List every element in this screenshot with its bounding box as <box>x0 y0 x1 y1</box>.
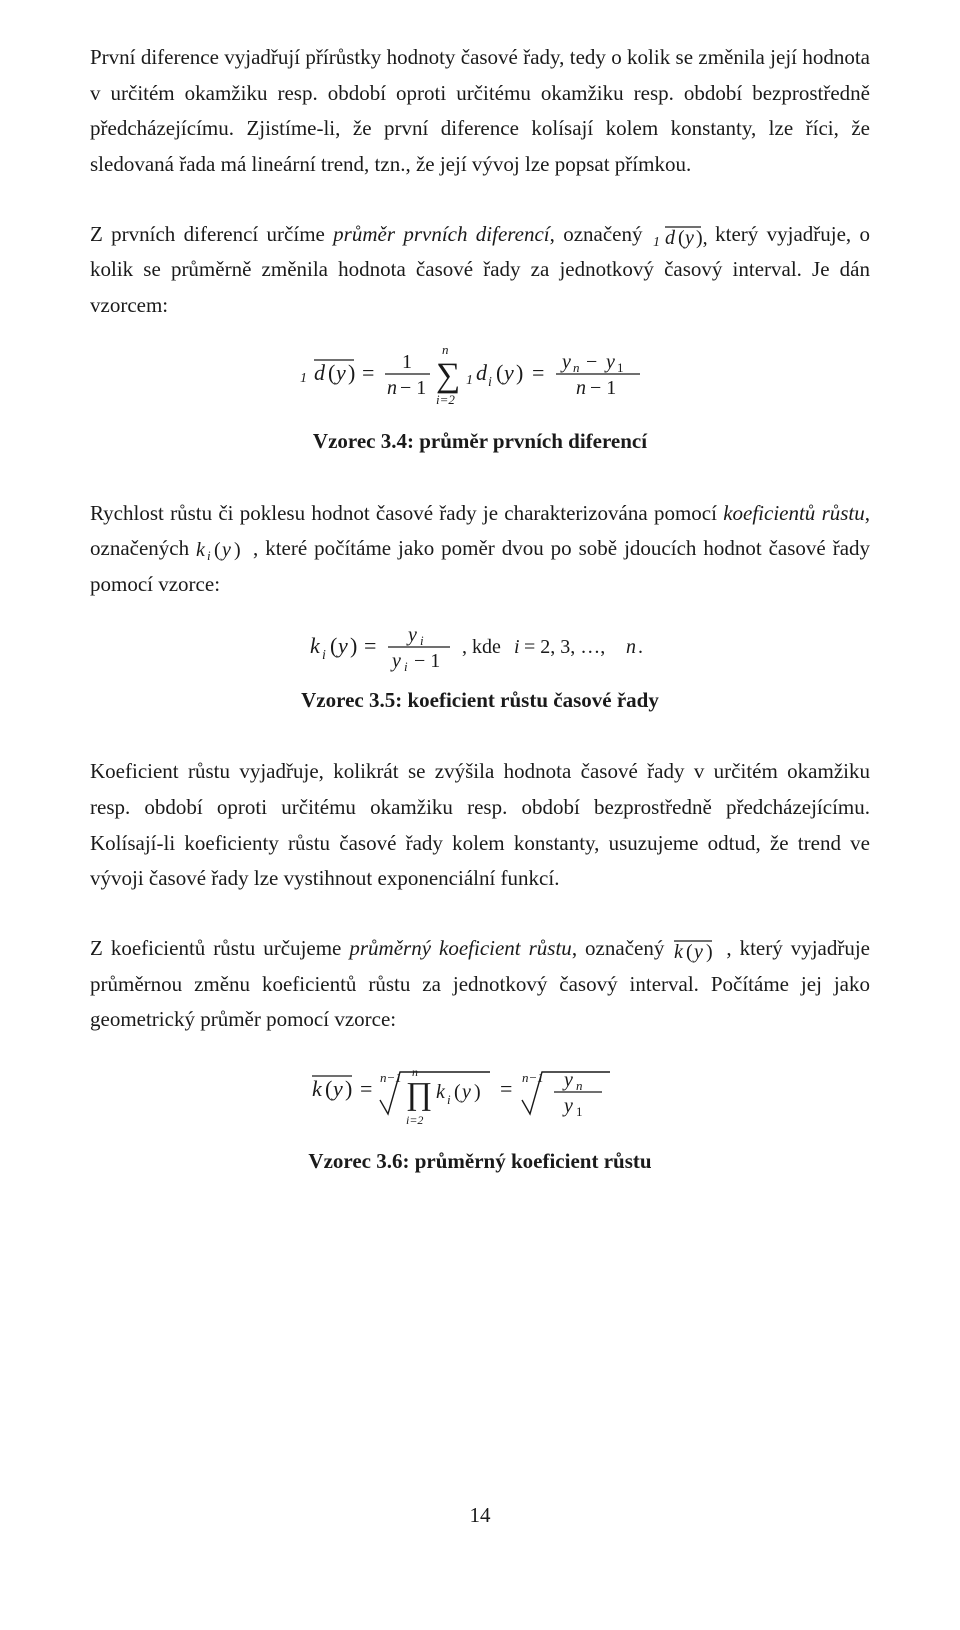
svg-text:1: 1 <box>653 235 660 249</box>
svg-text:i: i <box>207 548 211 561</box>
paragraph-2: Z prvních diferencí určíme průměr prvníc… <box>90 217 870 324</box>
svg-text:y: y <box>334 360 346 385</box>
svg-text:y: y <box>336 633 348 658</box>
paragraph-4: Koeficient růstu vyjadřuje, kolikrát se … <box>90 754 870 897</box>
svg-text:n: n <box>387 377 397 399</box>
svg-text:k: k <box>196 539 206 561</box>
svg-text:),: ), <box>696 227 707 249</box>
svg-text:, kde: , kde <box>462 636 501 658</box>
svg-text:): ) <box>706 941 713 963</box>
p5-symbol-ky: k ( y ) <box>672 936 726 960</box>
svg-text:): ) <box>348 360 355 385</box>
svg-text:−: − <box>586 351 597 373</box>
paragraph-3: Rychlost růstu či poklesu hodnot časové … <box>90 496 870 603</box>
svg-text:d: d <box>476 360 488 385</box>
svg-text:1: 1 <box>300 371 307 386</box>
svg-text:i: i <box>447 1092 451 1107</box>
svg-text:y: y <box>604 351 615 373</box>
svg-text:(: ( <box>496 360 503 385</box>
p2-text-a: Z prvních diferencí určíme <box>90 222 333 246</box>
p3-text-a: Rychlost růstu či poklesu hodnot časové … <box>90 501 723 525</box>
svg-text:∑: ∑ <box>436 357 460 394</box>
caption-3-4: Vzorec 3.4: průměr prvních diferencí <box>90 424 870 460</box>
svg-text:=: = <box>500 1076 512 1101</box>
svg-text:y: y <box>502 360 514 385</box>
svg-text:(: ( <box>678 227 685 249</box>
p3-symbol-ki: k i ( y ) <box>196 536 253 560</box>
svg-text:i: i <box>420 633 424 648</box>
svg-text:1: 1 <box>402 351 412 373</box>
svg-text:∏: ∏ <box>406 1075 432 1111</box>
formula-3-4: 1 d ( y ) = 1 n − 1 ∑ n i=2 1 d i ( y ) … <box>90 338 870 418</box>
caption-3-5: Vzorec 3.5: koeficient růstu časové řady <box>90 683 870 719</box>
p2-italic-1: průměr prvních diferencí <box>333 222 549 246</box>
svg-text:1: 1 <box>576 1104 583 1119</box>
caption-3-6: Vzorec 3.6: průměrný koeficient růstu <box>90 1144 870 1180</box>
svg-text:n: n <box>442 342 449 357</box>
svg-text:i=2: i=2 <box>436 392 455 407</box>
svg-text:.: . <box>638 636 643 658</box>
svg-text:1: 1 <box>466 373 473 388</box>
svg-text:): ) <box>234 539 241 561</box>
svg-text:=: = <box>362 360 374 385</box>
svg-text:n: n <box>573 360 580 375</box>
svg-text:(: ( <box>686 941 693 963</box>
paragraph-1: První diference vyjadřují přírůstky hodn… <box>90 40 870 183</box>
svg-text:(: ( <box>214 539 221 561</box>
svg-text:y: y <box>390 650 401 672</box>
svg-text:): ) <box>474 1081 481 1103</box>
svg-text:): ) <box>350 633 357 658</box>
svg-text:n: n <box>412 1065 418 1079</box>
p5-italic-1: průměrný koeficient růstu <box>349 936 571 960</box>
svg-text:i: i <box>322 648 326 663</box>
page-number: 14 <box>90 1498 870 1534</box>
p5-text-b: , označený <box>572 936 673 960</box>
svg-text:y: y <box>331 1076 343 1101</box>
svg-text:y: y <box>220 539 231 561</box>
svg-text:1: 1 <box>617 360 624 375</box>
svg-text:d: d <box>665 227 676 249</box>
svg-text:y: y <box>406 624 417 646</box>
svg-text:=: = <box>364 633 376 658</box>
svg-text:d: d <box>314 360 326 385</box>
formula-3-5: k i ( y ) = y i y i − 1 , kde i = 2, 3, … <box>90 617 870 677</box>
svg-text:= 2, 3, …,: = 2, 3, …, <box>524 636 605 658</box>
svg-text:− 1: − 1 <box>400 377 426 399</box>
svg-text:(: ( <box>328 360 335 385</box>
svg-text:(: ( <box>454 1081 461 1103</box>
p5-text-a: Z koeficientů růstu určujeme <box>90 936 349 960</box>
p2-text-b: , označený <box>550 222 651 246</box>
svg-text:i: i <box>488 375 492 390</box>
svg-text:y: y <box>562 1095 573 1117</box>
svg-text:k: k <box>674 941 684 963</box>
svg-text:y: y <box>460 1081 471 1103</box>
svg-text:=: = <box>532 360 544 385</box>
svg-text:k: k <box>436 1081 446 1103</box>
svg-text:k: k <box>310 633 321 658</box>
svg-text:y: y <box>683 227 694 249</box>
svg-text:(: ( <box>325 1076 332 1101</box>
p3-italic-1: koeficientů růstu <box>723 501 865 525</box>
svg-text:y: y <box>692 941 703 963</box>
svg-text:i=2: i=2 <box>406 1113 423 1127</box>
svg-text:i: i <box>404 659 408 674</box>
svg-text:=: = <box>360 1076 372 1101</box>
svg-text:y: y <box>562 1069 573 1091</box>
formula-3-6: k ( y ) = n−1 ∏ n i=2 k i ( y ) = n−1 y <box>90 1052 870 1138</box>
paragraph-5: Z koeficientů růstu určujeme průměrný ko… <box>90 931 870 1038</box>
svg-text:n: n <box>576 377 586 399</box>
page-body: První diference vyjadřují přírůstky hodn… <box>90 40 870 1570</box>
svg-text:n: n <box>576 1078 583 1093</box>
svg-text:): ) <box>345 1076 352 1101</box>
svg-text:n: n <box>626 636 636 658</box>
svg-text:y: y <box>560 351 571 373</box>
svg-text:− 1: − 1 <box>590 377 616 399</box>
p2-symbol-dy: 1 d ( y ), <box>651 222 715 246</box>
svg-text:i: i <box>514 636 520 658</box>
svg-text:k: k <box>312 1076 323 1101</box>
svg-text:− 1: − 1 <box>414 650 440 672</box>
svg-text:(: ( <box>330 633 337 658</box>
svg-text:): ) <box>516 360 523 385</box>
